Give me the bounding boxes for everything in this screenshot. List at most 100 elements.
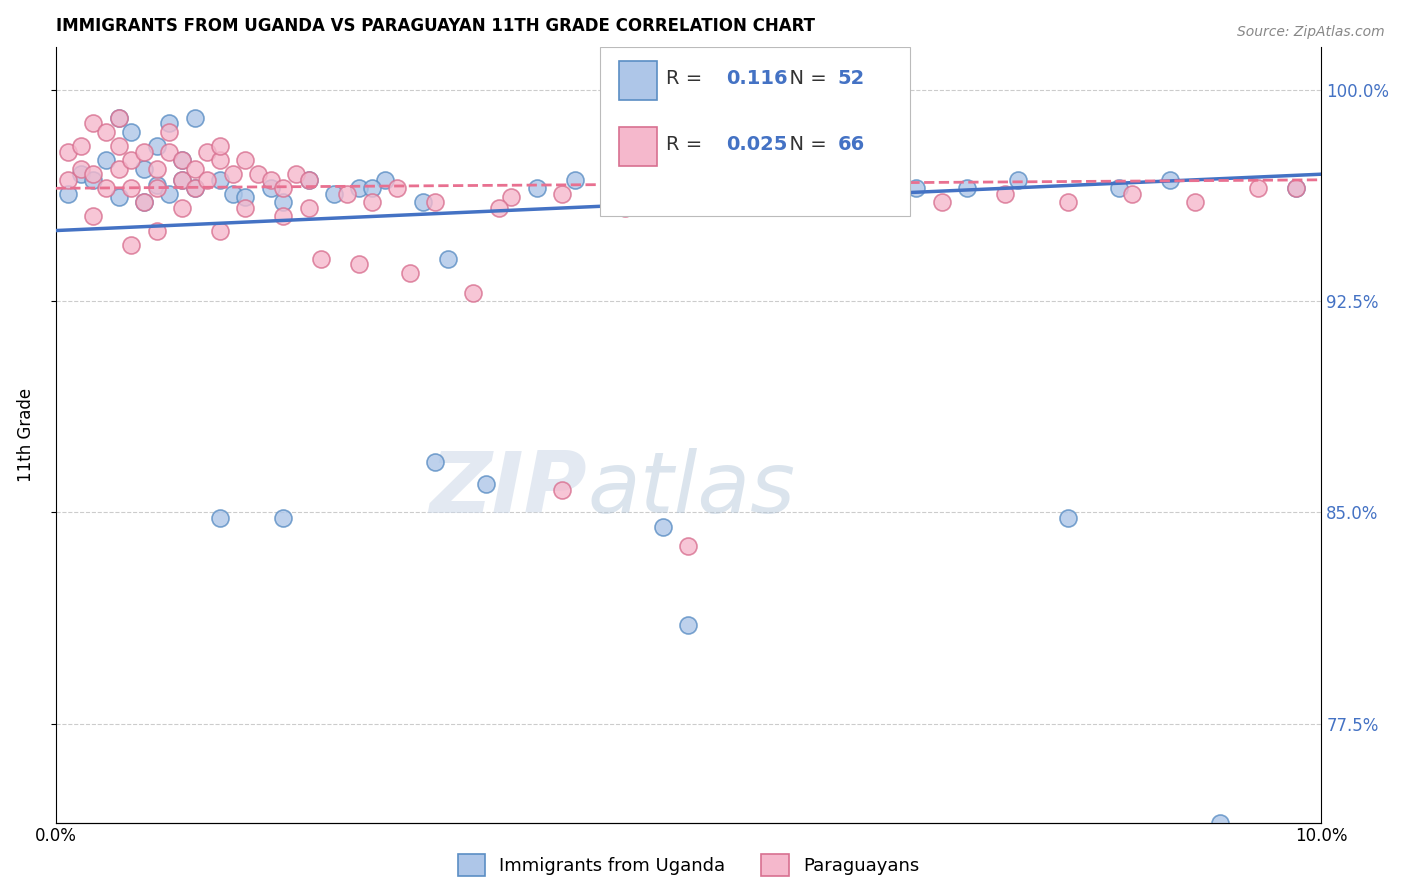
Point: [804, 186, 827, 201]
Point: [235, 201, 257, 215]
Point: [107, 139, 129, 153]
Point: [614, 201, 637, 215]
Point: [1159, 173, 1181, 187]
Point: [754, 195, 776, 210]
Legend: Immigrants from Uganda, Paraguayans: Immigrants from Uganda, Paraguayans: [450, 847, 927, 883]
Point: [184, 181, 207, 195]
Point: [107, 111, 129, 125]
Point: [197, 173, 219, 187]
Point: [868, 186, 890, 201]
Point: [56, 173, 79, 187]
Point: [184, 181, 207, 195]
Point: [425, 195, 447, 210]
Point: [741, 186, 763, 201]
Point: [285, 167, 308, 181]
Point: [209, 173, 232, 187]
Point: [172, 201, 194, 215]
Point: [678, 181, 700, 195]
Point: [1209, 815, 1232, 830]
Point: [159, 116, 181, 130]
Point: [146, 161, 169, 176]
Point: [82, 210, 104, 224]
Point: [678, 618, 700, 632]
Point: [209, 153, 232, 167]
Point: [551, 186, 574, 201]
Point: [172, 153, 194, 167]
Point: [956, 181, 979, 195]
Point: [374, 173, 396, 187]
FancyBboxPatch shape: [619, 62, 657, 100]
Point: [69, 167, 91, 181]
Point: [905, 181, 928, 195]
Point: [235, 153, 257, 167]
FancyBboxPatch shape: [619, 128, 657, 166]
Point: [197, 145, 219, 159]
Text: 66: 66: [838, 135, 865, 153]
Point: [82, 173, 104, 187]
Point: [1285, 181, 1308, 195]
Point: [235, 190, 257, 204]
Point: [120, 125, 142, 139]
Point: [134, 195, 156, 210]
Point: [107, 111, 129, 125]
Point: [931, 195, 953, 210]
Point: [222, 186, 245, 201]
Point: [463, 285, 485, 300]
Point: [247, 167, 270, 181]
Point: [120, 237, 142, 252]
Point: [56, 145, 79, 159]
Point: [298, 173, 321, 187]
Point: [1121, 186, 1143, 201]
Point: [134, 145, 156, 159]
Point: [1184, 195, 1206, 210]
Point: [716, 173, 738, 187]
Point: [69, 139, 91, 153]
Point: [146, 178, 169, 193]
Point: [273, 511, 295, 525]
Text: Source: ZipAtlas.com: Source: ZipAtlas.com: [1237, 25, 1385, 39]
Point: [94, 181, 117, 195]
Point: [159, 186, 181, 201]
Point: [298, 201, 321, 215]
Point: [1057, 511, 1080, 525]
Point: [437, 252, 460, 266]
Point: [298, 173, 321, 187]
Point: [146, 223, 169, 237]
Point: [1247, 181, 1270, 195]
Point: [614, 190, 637, 204]
Point: [209, 223, 232, 237]
Point: [260, 173, 283, 187]
Text: ZIP: ZIP: [430, 448, 588, 531]
Point: [1285, 181, 1308, 195]
Point: [222, 167, 245, 181]
Point: [120, 181, 142, 195]
Point: [349, 181, 371, 195]
Y-axis label: 11th Grade: 11th Grade: [17, 388, 35, 482]
Point: [526, 181, 548, 195]
Point: [172, 173, 194, 187]
Point: [146, 139, 169, 153]
Point: [678, 539, 700, 553]
Point: [159, 145, 181, 159]
Point: [273, 181, 295, 195]
Point: [273, 195, 295, 210]
Point: [94, 153, 117, 167]
Point: [134, 161, 156, 176]
Point: [1108, 181, 1130, 195]
Point: [107, 190, 129, 204]
Point: [855, 173, 877, 187]
Point: [551, 483, 574, 497]
Point: [361, 181, 384, 195]
Point: [336, 186, 359, 201]
Text: IMMIGRANTS FROM UGANDA VS PARAGUAYAN 11TH GRADE CORRELATION CHART: IMMIGRANTS FROM UGANDA VS PARAGUAYAN 11T…: [55, 17, 814, 35]
Point: [184, 161, 207, 176]
Point: [209, 139, 232, 153]
Point: [82, 116, 104, 130]
Point: [209, 511, 232, 525]
Point: [260, 181, 283, 195]
Point: [172, 153, 194, 167]
Point: [488, 201, 510, 215]
Point: [564, 173, 586, 187]
FancyBboxPatch shape: [600, 46, 910, 216]
Point: [349, 257, 371, 271]
